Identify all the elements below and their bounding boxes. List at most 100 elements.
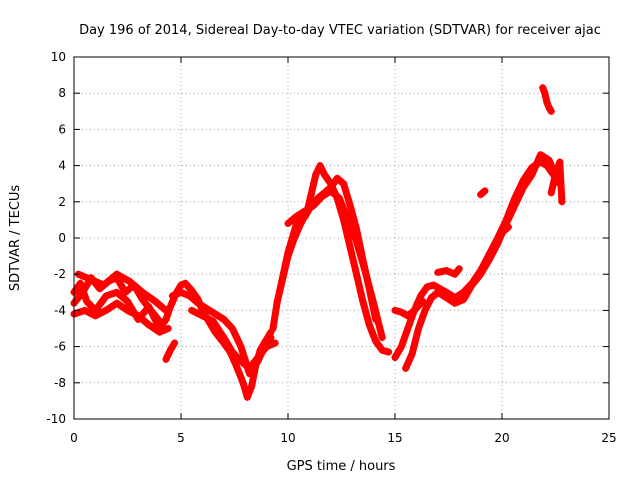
data-point	[320, 171, 328, 179]
data-point	[203, 305, 211, 313]
data-point	[477, 270, 485, 278]
data-point	[124, 306, 131, 314]
data-point	[166, 346, 174, 354]
data-point	[308, 189, 316, 197]
series-trace	[162, 279, 275, 401]
data-point	[402, 364, 410, 372]
series-trace	[188, 306, 279, 372]
data-point	[237, 343, 245, 351]
data-point	[372, 337, 380, 345]
data-point	[365, 321, 373, 329]
data-point	[547, 189, 555, 197]
data-point	[511, 201, 519, 209]
data-point	[537, 151, 545, 159]
data-point	[245, 364, 253, 372]
data-point	[485, 256, 493, 264]
data-point	[267, 334, 275, 342]
data-point	[442, 294, 450, 302]
data-point	[344, 216, 352, 224]
data-point	[541, 89, 549, 97]
series-s13	[402, 151, 562, 372]
x-tick-label: 0	[70, 431, 78, 445]
series-s4	[74, 270, 170, 314]
data-point	[556, 158, 564, 166]
x-tick-label: 20	[494, 431, 509, 445]
data-point	[352, 270, 360, 278]
data-point	[359, 297, 367, 305]
data-point	[312, 171, 320, 179]
data-point	[113, 270, 121, 278]
data-point	[147, 306, 155, 314]
data-point	[102, 292, 110, 300]
series-s11	[284, 187, 386, 342]
data-point	[415, 325, 423, 332]
data-point	[194, 299, 202, 307]
series-trace	[70, 299, 172, 336]
data-point	[455, 265, 463, 273]
axis-ticks	[73, 56, 610, 420]
data-point	[156, 328, 164, 336]
data-point	[327, 187, 335, 195]
data-point	[237, 357, 245, 365]
data-point	[504, 223, 512, 231]
data-point	[528, 171, 536, 179]
data-point	[477, 191, 485, 199]
series-trace	[547, 158, 566, 206]
data-point	[269, 325, 277, 332]
data-series	[70, 84, 566, 401]
data-point	[113, 299, 121, 307]
data-point	[370, 299, 378, 307]
data-point	[310, 201, 318, 209]
data-point	[273, 297, 281, 305]
data-point	[121, 288, 129, 296]
y-tick-label: 2	[58, 195, 66, 209]
data-point	[451, 299, 459, 307]
data-point	[361, 267, 369, 275]
data-point	[352, 238, 360, 246]
data-point	[164, 325, 172, 332]
data-point	[427, 294, 435, 302]
data-point	[138, 296, 146, 304]
data-point	[468, 281, 476, 289]
data-point	[91, 312, 99, 320]
x-tick-label: 10	[280, 431, 295, 445]
y-tick-label: 6	[58, 122, 66, 136]
series-s16	[492, 223, 512, 249]
gridlines	[74, 57, 609, 419]
data-point	[459, 296, 467, 304]
data-point	[151, 297, 159, 305]
series-s18	[539, 84, 555, 115]
data-point	[340, 180, 348, 188]
series-trace	[434, 265, 463, 278]
data-point	[188, 306, 196, 314]
data-point	[171, 339, 179, 347]
data-point	[220, 315, 228, 323]
data-point	[177, 281, 185, 289]
data-point	[434, 268, 442, 276]
series-trace	[402, 151, 562, 372]
chart-title: Day 196 of 2014, Sidereal Day-to-day VTE…	[79, 23, 601, 38]
data-point	[442, 267, 450, 275]
data-point	[404, 312, 412, 320]
data-point	[284, 220, 292, 228]
y-tick-label: -10	[46, 412, 66, 426]
y-tick-label: 0	[58, 231, 66, 245]
data-point	[293, 220, 301, 228]
data-point	[271, 339, 279, 347]
data-point	[228, 348, 236, 356]
data-point	[408, 350, 416, 358]
y-tick-label: -6	[54, 340, 66, 354]
data-point	[188, 286, 196, 294]
series-s3	[70, 299, 172, 336]
data-point	[181, 279, 189, 287]
data-point	[419, 297, 427, 305]
data-point	[220, 334, 228, 342]
data-point	[263, 343, 271, 351]
data-point	[391, 353, 399, 361]
data-point	[284, 248, 292, 256]
data-point	[434, 288, 442, 296]
data-point	[539, 84, 547, 92]
data-point	[430, 281, 438, 289]
data-point	[498, 229, 506, 237]
